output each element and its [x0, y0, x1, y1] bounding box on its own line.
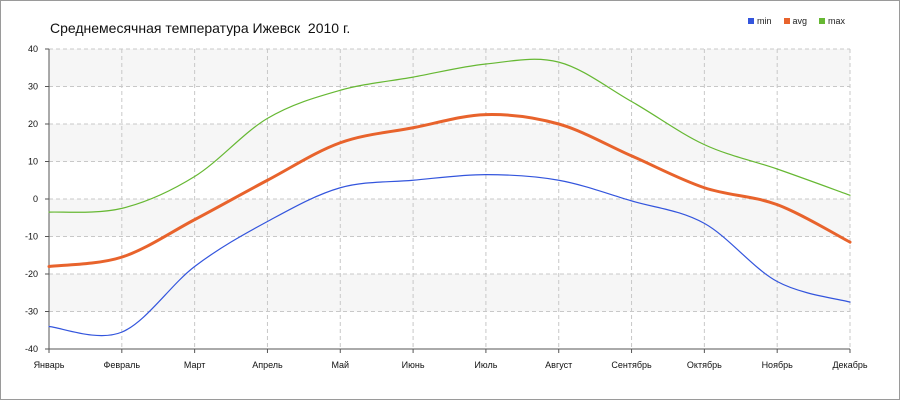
legend-label-min: min [757, 16, 772, 26]
plot-band [49, 86, 850, 124]
plot-band [49, 199, 850, 237]
plot-band [49, 124, 850, 162]
x-tick-label: Сентябрь [611, 360, 652, 370]
y-tick-label: -30 [25, 307, 38, 317]
legend-label-avg: avg [792, 16, 808, 26]
series-line-max [48, 58, 851, 213]
x-tick-label: Декабрь [832, 360, 867, 370]
plot-band [49, 161, 850, 199]
y-tick-label: 20 [28, 119, 38, 129]
x-tick-label: Май [331, 360, 349, 370]
y-tick-label: -40 [25, 344, 38, 354]
legend-item-min: min [748, 16, 772, 26]
y-tick-label: 0 [33, 194, 38, 204]
x-tick-label: Апрель [252, 360, 283, 370]
chart-title: Среднемесячная температура Ижевск 2010 г… [50, 20, 351, 36]
x-tick-label: Январь [34, 360, 65, 370]
y-tick-label: 40 [28, 44, 38, 54]
legend-item-max: max [819, 16, 845, 26]
x-tick-label: Август [545, 360, 572, 370]
x-tick-label: Ноябрь [762, 360, 794, 370]
legend-swatch-max [819, 18, 826, 24]
x-tick-label: Июль [474, 360, 497, 370]
x-tick-label: Октябрь [687, 360, 722, 370]
plot-band [49, 236, 850, 274]
y-tick-label: 10 [28, 157, 38, 167]
y-tick-label: -20 [25, 269, 38, 279]
y-tick-label: 30 [28, 82, 38, 92]
legend-swatch-min [748, 18, 754, 24]
plot-band [49, 274, 850, 312]
series-line-avg [47, 113, 852, 268]
series-line-min [48, 174, 851, 337]
legend-label-max: max [828, 16, 846, 26]
plot-band [49, 311, 850, 349]
legend-item-avg: avg [783, 16, 808, 26]
legend-swatch-avg [783, 18, 790, 24]
chart-legend: min avg max [748, 16, 845, 26]
x-tick-label: Февраль [104, 360, 141, 370]
x-tick-label: Март [184, 360, 206, 370]
x-tick-label: Июнь [402, 360, 425, 370]
plot-band [49, 49, 850, 87]
y-tick-label: -10 [25, 232, 38, 242]
